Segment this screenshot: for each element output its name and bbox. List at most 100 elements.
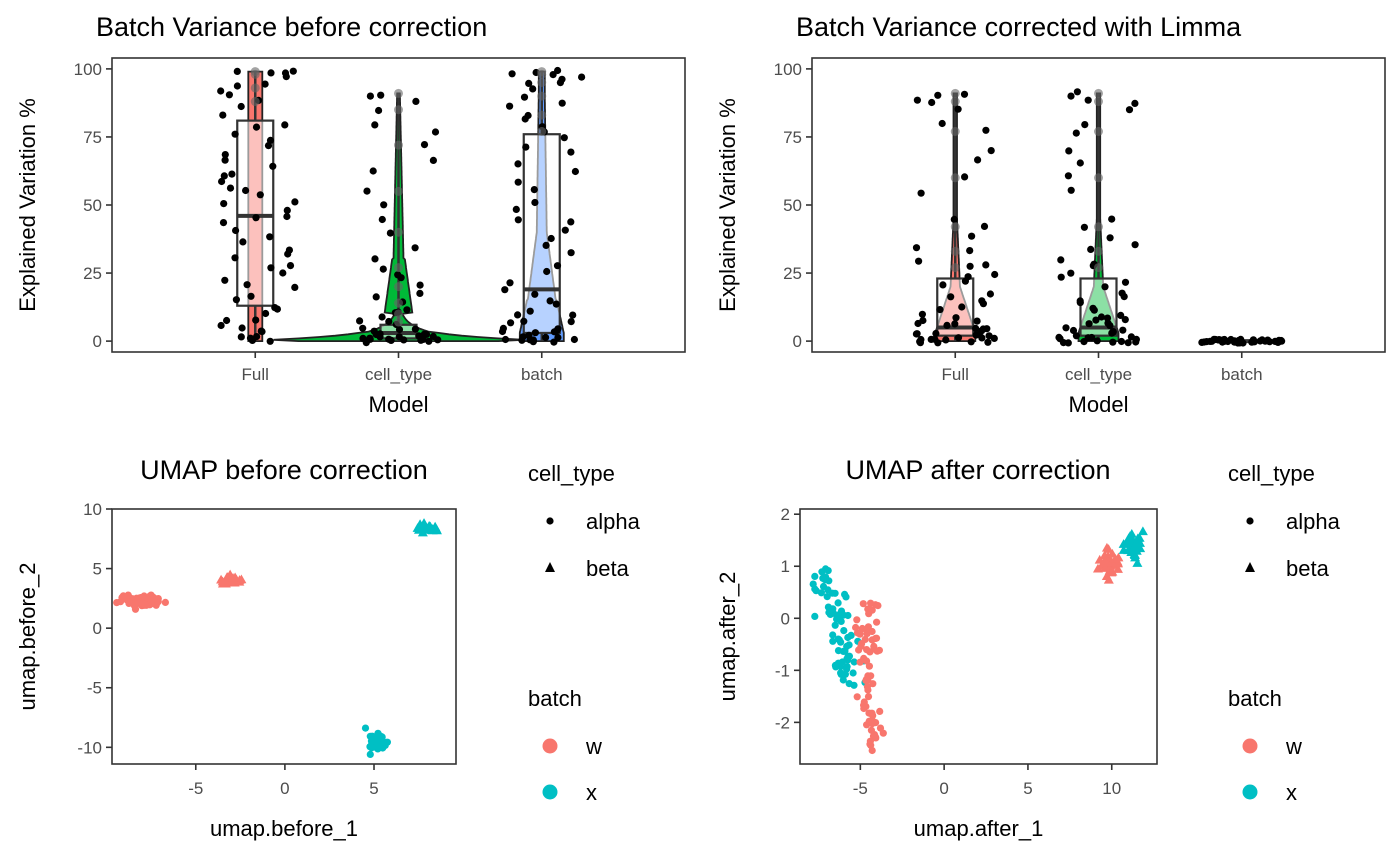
y-tick-label: -1 xyxy=(775,661,790,680)
data-point xyxy=(567,148,575,156)
umap-point-alpha xyxy=(868,606,876,614)
data-point xyxy=(1106,234,1114,242)
y-axis-title: Explained Variation % xyxy=(15,98,40,312)
data-point xyxy=(982,261,990,269)
y-tick-label: 0 xyxy=(781,609,790,628)
umap-point-alpha xyxy=(822,565,830,573)
x-tick-label: 5 xyxy=(1023,779,1032,798)
data-point xyxy=(961,277,970,285)
umap-point-beta xyxy=(1101,571,1112,581)
outlier-point xyxy=(250,83,260,93)
data-point xyxy=(1131,241,1139,249)
data-point xyxy=(506,102,514,110)
data-point xyxy=(972,331,980,339)
umap-point-alpha xyxy=(831,621,839,629)
data-point xyxy=(228,170,236,178)
data-point xyxy=(233,67,241,75)
data-point xyxy=(978,334,986,342)
data-point xyxy=(267,264,275,272)
umap-point-beta xyxy=(1092,563,1103,573)
data-point xyxy=(982,126,990,134)
violin-panel-limma: Batch Variance corrected with Limma 0 25 50… xyxy=(715,12,1386,417)
panel-border xyxy=(111,508,457,765)
data-point xyxy=(219,219,228,227)
umap-point-beta xyxy=(1100,557,1111,567)
umap-point-alpha xyxy=(367,737,375,745)
outlier-point xyxy=(1094,222,1103,232)
data-point xyxy=(264,142,273,150)
y-tick-label: 75 xyxy=(83,128,102,147)
umap-point-alpha xyxy=(863,630,871,638)
data-point xyxy=(1087,245,1095,253)
umap-point-beta xyxy=(1099,550,1110,559)
umap-point-beta xyxy=(1103,544,1114,553)
outlier-point xyxy=(250,97,260,107)
umap-point-alpha xyxy=(834,659,843,667)
data-point xyxy=(912,244,921,252)
y-tick-label: 100 xyxy=(74,60,102,79)
data-point xyxy=(1198,338,1206,346)
umap-point-alpha xyxy=(839,676,847,684)
y-tick-label: 25 xyxy=(83,264,102,283)
data-point xyxy=(267,69,275,77)
umap-point-beta xyxy=(414,522,425,531)
data-point xyxy=(377,91,385,99)
data-point xyxy=(1072,129,1080,137)
data-point xyxy=(570,335,579,344)
outlier-point xyxy=(950,97,960,107)
data-point xyxy=(571,167,580,176)
outlier-point xyxy=(1094,246,1103,256)
outlier-point xyxy=(1094,97,1103,107)
umap-point-alpha xyxy=(366,750,374,759)
y-tick-label: 75 xyxy=(783,128,802,147)
outlier-point xyxy=(394,317,403,327)
umap-point-alpha xyxy=(845,680,853,688)
data-point xyxy=(561,226,569,234)
legend-key-w xyxy=(542,738,558,754)
umap-point-alpha xyxy=(847,631,855,640)
data-point xyxy=(237,333,245,341)
outlier-point xyxy=(394,140,403,150)
data-point xyxy=(226,184,235,192)
data-point xyxy=(372,293,380,301)
umap-point-alpha xyxy=(872,634,881,642)
umap-point-alpha xyxy=(369,743,377,751)
y-axis-title: umap.before_2 xyxy=(15,563,40,711)
data-point xyxy=(518,336,526,344)
umap-point-beta xyxy=(228,573,239,582)
data-point xyxy=(1101,283,1109,291)
data-point xyxy=(232,226,240,235)
data-point xyxy=(225,91,233,99)
legend-title-batch: batch xyxy=(1228,686,1282,711)
data-point xyxy=(1084,96,1092,104)
data-point xyxy=(1109,338,1117,346)
legend-key-x xyxy=(1242,784,1258,800)
outlier-point xyxy=(537,69,547,79)
data-point xyxy=(986,290,995,298)
umap-point-alpha xyxy=(834,612,843,620)
box xyxy=(522,133,561,335)
legend-key-x xyxy=(542,784,558,800)
outlier-point xyxy=(537,91,547,101)
umap-point-beta xyxy=(1100,563,1111,572)
umap-point-alpha xyxy=(876,724,885,732)
data-point xyxy=(284,250,292,258)
data-point xyxy=(1119,326,1127,334)
umap-point-beta xyxy=(217,578,228,588)
x-tick-label-cell_type: cell_type xyxy=(365,365,432,384)
umap-point-alpha xyxy=(850,658,858,666)
umap-point-beta xyxy=(1131,536,1142,546)
y-tick-label: 0 xyxy=(93,332,102,351)
outlier-point xyxy=(950,173,960,183)
umap-point-beta xyxy=(1107,548,1118,558)
data-point xyxy=(269,162,277,170)
umap-point-alpha xyxy=(875,646,884,654)
outlier-point xyxy=(1094,127,1103,136)
x-axis-title: umap.after_1 xyxy=(914,816,1044,841)
legend-key-w xyxy=(1242,738,1258,754)
data-point xyxy=(968,232,976,240)
data-point xyxy=(550,338,558,346)
umap-point-alpha xyxy=(380,738,388,746)
data-point xyxy=(514,216,522,224)
data-point xyxy=(425,337,433,345)
